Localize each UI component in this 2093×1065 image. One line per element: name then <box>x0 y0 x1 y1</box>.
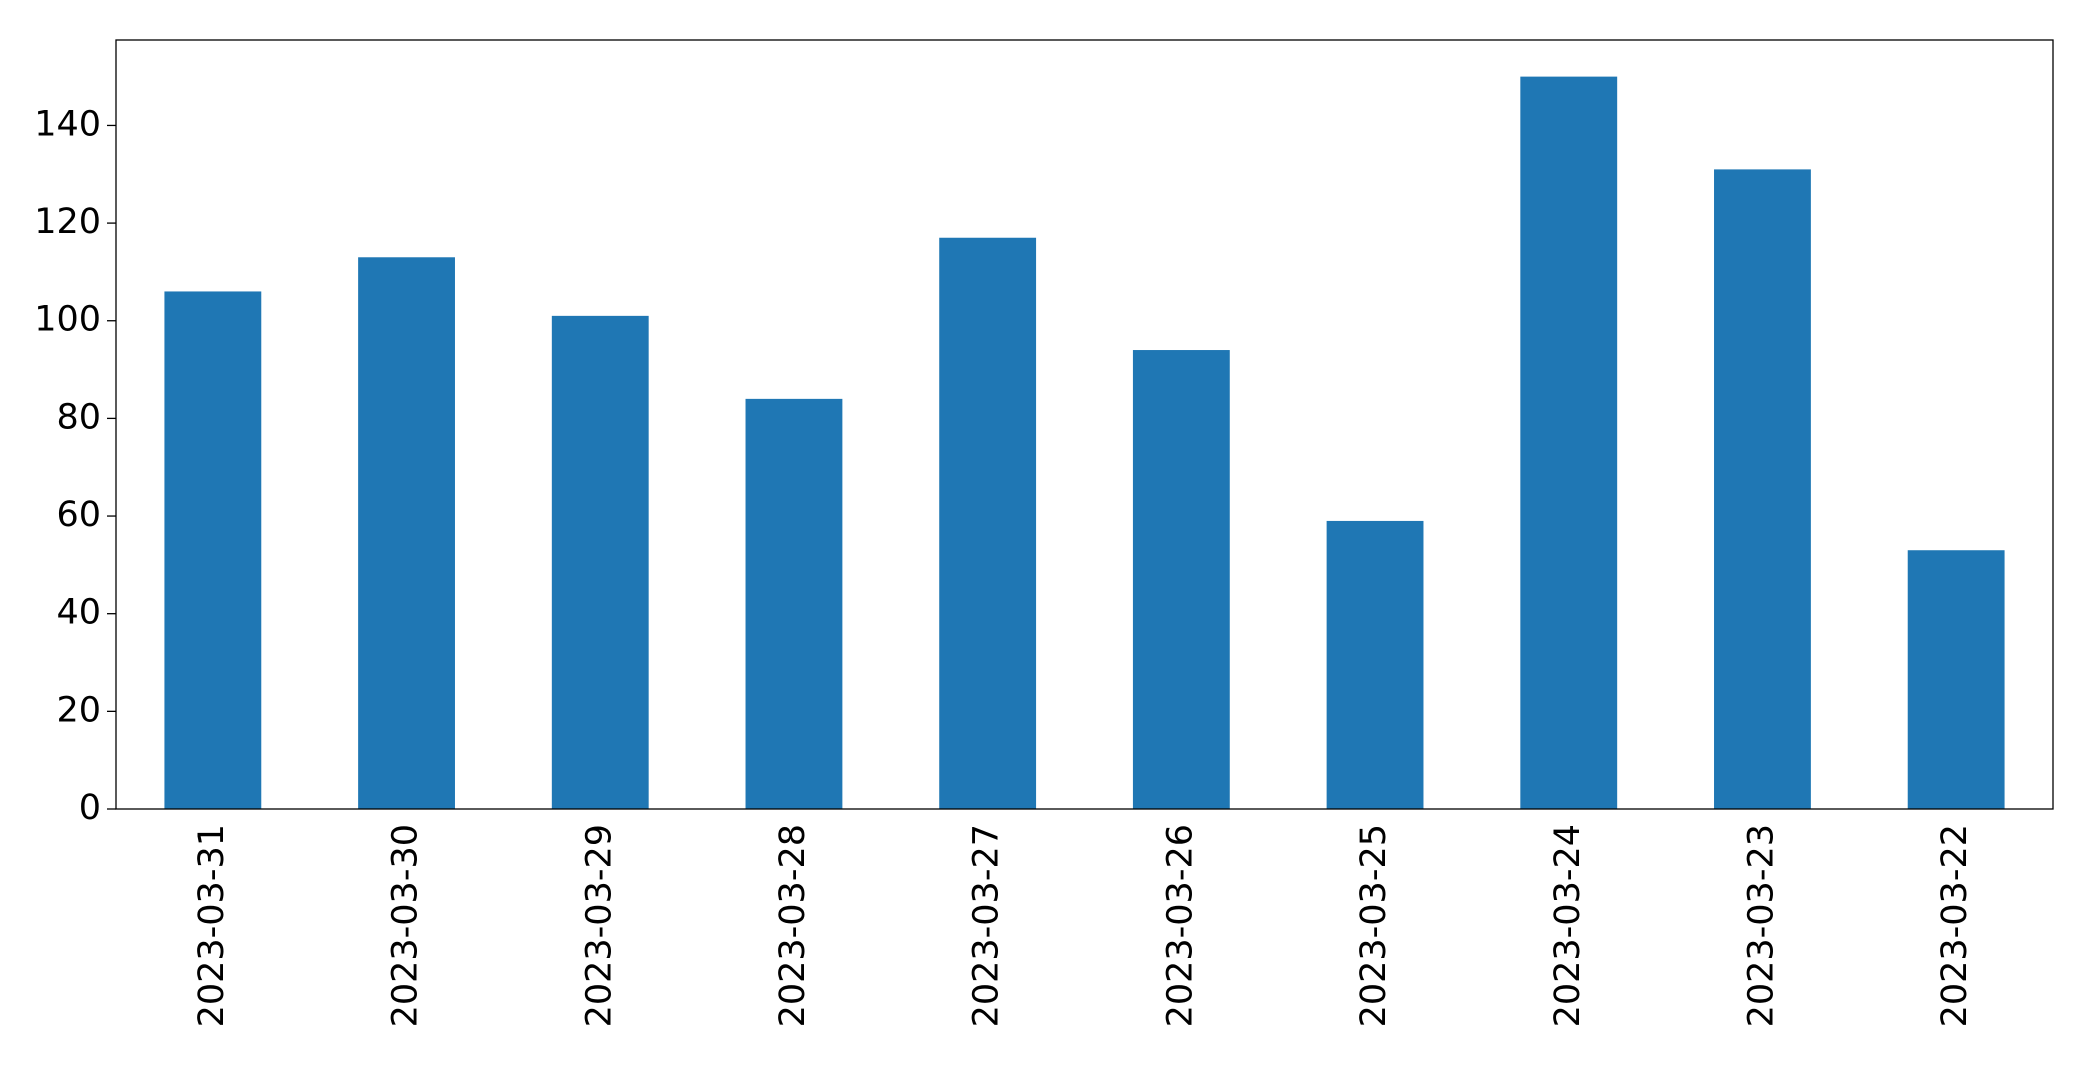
x-tick-label: 2023-03-25 <box>1354 824 1394 1027</box>
bar <box>1520 76 1618 810</box>
bar <box>939 237 1037 809</box>
x-tick-label: 2023-03-26 <box>1160 824 1200 1027</box>
x-tick-label: 2023-03-28 <box>773 824 813 1027</box>
bar <box>164 291 262 809</box>
bar <box>1326 520 1424 809</box>
y-tick-label: 20 <box>56 690 101 730</box>
x-tick-label: 2023-03-30 <box>386 824 426 1027</box>
bar <box>358 257 455 809</box>
bar <box>551 315 649 809</box>
y-tick-label: 40 <box>56 593 101 633</box>
x-tick-label: 2023-03-29 <box>579 824 619 1027</box>
y-tick-label: 80 <box>56 397 101 437</box>
y-tick-label: 100 <box>34 300 101 340</box>
x-tick-label: 2023-03-22 <box>1935 824 1975 1027</box>
y-tick-label: 0 <box>79 788 101 828</box>
y-tick-label: 60 <box>56 495 101 535</box>
y-tick-label: 120 <box>34 202 101 242</box>
plot-frame <box>115 39 2054 810</box>
x-tick-label: 2023-03-24 <box>1548 824 1588 1027</box>
x-tick-label: 2023-03-31 <box>192 824 232 1027</box>
x-tick-label: 2023-03-27 <box>967 824 1007 1027</box>
bar <box>1907 550 2005 809</box>
bar <box>1132 350 1230 809</box>
bar <box>745 398 843 809</box>
x-tick-label: 2023-03-23 <box>1741 824 1781 1027</box>
bar <box>1714 169 1811 809</box>
y-tick-label: 140 <box>34 104 101 144</box>
